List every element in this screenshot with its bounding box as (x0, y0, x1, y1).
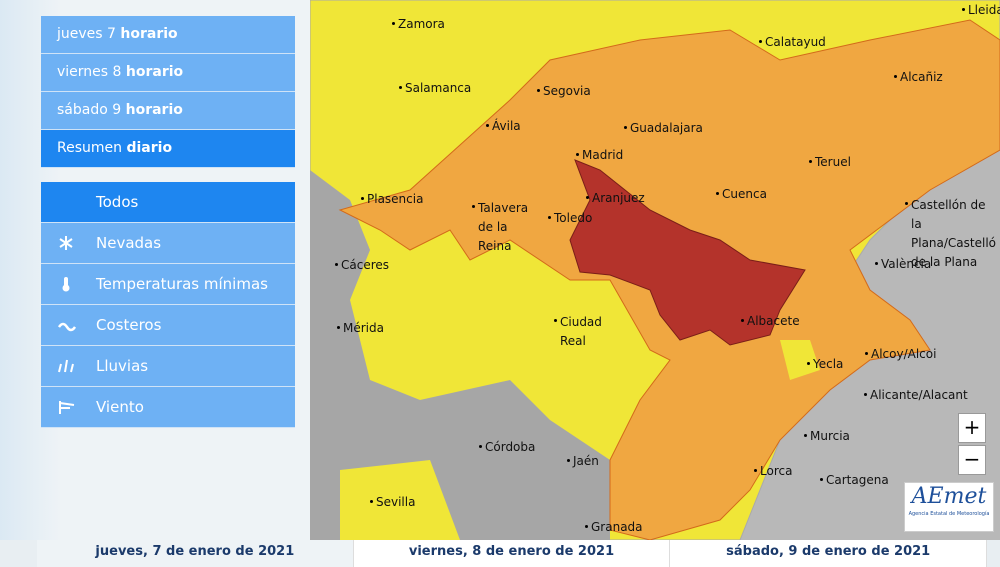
city-label: Calatayud (759, 35, 826, 49)
filter-item[interactable]: Costeros (41, 305, 295, 346)
city-label: Sevilla (369, 495, 416, 509)
city-label: Salamanca (398, 81, 472, 95)
city-label: Alcoy/Alcoi (864, 347, 937, 361)
city-label: Zamora (392, 17, 445, 31)
zoom-in[interactable]: + (958, 413, 986, 443)
city-label: Castellón de la Plana/Castelló de la Pla… (905, 196, 999, 272)
wind-icon (59, 401, 75, 414)
filter-label: Nevadas (96, 234, 162, 252)
city-label: Teruel (809, 155, 851, 169)
day-item[interactable]: jueves 7 horario (41, 16, 295, 54)
city-label: Toledo (547, 211, 593, 225)
day-label: Resumen (57, 140, 123, 156)
city-label: València (874, 257, 932, 271)
filter-menu: Todos Nevadas Temperaturas mínimas Coste… (41, 182, 295, 428)
city-label: Granada (585, 520, 643, 534)
mode-label: horario (125, 102, 183, 118)
date-tab[interactable]: viernes, 8 de enero de 2021 (354, 540, 671, 567)
mode-label: diario (126, 140, 173, 156)
map-canvas (310, 0, 1000, 540)
city-label: Talavera de la Reina (472, 199, 538, 256)
filter-label: Todos (96, 193, 139, 211)
city-label: Murcia (804, 429, 850, 443)
filter-item[interactable]: Todos (41, 182, 295, 223)
temp-icon (62, 277, 70, 292)
filter-item[interactable]: Nevadas (41, 223, 295, 264)
city-label: Segovia (537, 84, 591, 98)
city-label: Jaén (567, 454, 599, 468)
filter-item[interactable]: Temperaturas mínimas (41, 264, 295, 305)
snow-icon (59, 236, 73, 250)
filter-item[interactable]: Lluvias (41, 346, 295, 387)
city-label: Guadalajara (624, 121, 703, 135)
mode-label: horario (125, 64, 184, 80)
filter-label: Costeros (96, 316, 162, 334)
city-label: Ávila (486, 119, 521, 133)
city-label: Mérida (337, 321, 384, 335)
city-label: Yecla (806, 357, 844, 371)
logo-name: AEmet (911, 484, 987, 509)
city-label: Plasencia (360, 192, 424, 206)
date-tab[interactable]: jueves, 7 de enero de 2021 (37, 540, 354, 567)
city-label: Lleida (962, 2, 1000, 18)
day-item[interactable]: viernes 8 horario (41, 54, 295, 92)
city-label: Cartagena (820, 473, 889, 487)
day-menu: jueves 7 horario viernes 8 horario sábad… (41, 16, 295, 168)
zoom-out[interactable]: − (958, 445, 986, 475)
filter-label: Viento (96, 398, 144, 416)
city-label: Albacete (741, 314, 800, 328)
city-label: Cuenca (716, 187, 767, 201)
wave-icon (58, 322, 76, 332)
day-item[interactable]: sábado 9 horario (41, 92, 295, 130)
filter-label: Lluvias (96, 357, 149, 375)
date-tabs: jueves, 7 de enero de 2021 viernes, 8 de… (37, 540, 988, 567)
filter-item[interactable]: Viento (41, 387, 295, 428)
logo: AEmet Agencia Estatal de Meteorología (904, 482, 994, 532)
day-label: viernes 8 (57, 64, 122, 80)
day-label: jueves 7 (57, 26, 116, 42)
city-label: Ciudad Real (554, 313, 610, 351)
day-label: sábado 9 (57, 102, 122, 118)
mode-label: horario (120, 26, 178, 42)
filter-label: Temperaturas mínimas (96, 275, 268, 293)
date-tab[interactable]: sábado, 9 de enero de 2021 (670, 540, 988, 567)
city-label: Alicante/Alacant (864, 388, 968, 402)
map: Zamora Lleida Calatayud Salamanca Segovi… (310, 0, 1000, 540)
rain-icon (58, 359, 74, 373)
day-item[interactable]: Resumen diario (41, 130, 295, 168)
city-label: Córdoba (478, 440, 536, 454)
city-label: Aranjuez (586, 191, 645, 205)
city-label: Lorca (753, 464, 793, 478)
sidebar: jueves 7 horario viernes 8 horario sábad… (0, 0, 310, 540)
logo-subtitle: Agencia Estatal de Meteorología (908, 511, 990, 517)
city-label: Alcañiz (894, 70, 943, 84)
city-label: Madrid (575, 148, 624, 162)
city-label: Cáceres (334, 258, 390, 272)
